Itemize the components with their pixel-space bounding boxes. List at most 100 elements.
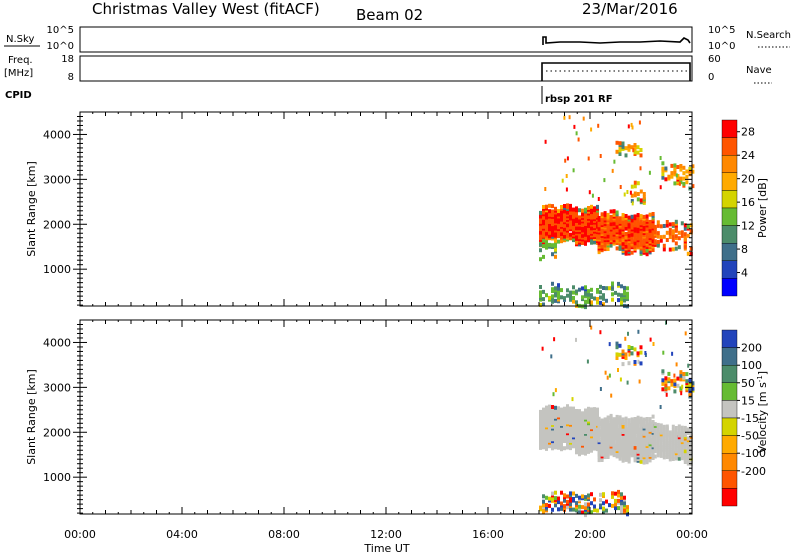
data-speckle — [648, 170, 651, 175]
colorbar-tick-label: 24 — [741, 149, 755, 162]
data-cell — [676, 165, 680, 169]
x-tick-label: 00:00 — [676, 528, 708, 541]
data-cell — [560, 407, 563, 412]
data-cell — [560, 205, 563, 209]
data-speckle — [566, 156, 569, 161]
data-cell — [686, 224, 690, 229]
data-cell — [674, 246, 678, 251]
data-cell — [627, 345, 631, 349]
date-label: 23/Mar/2016 — [582, 0, 678, 18]
data-cell — [621, 437, 625, 442]
data-speckle — [571, 397, 574, 402]
data-cell — [539, 285, 542, 289]
data-speckle — [610, 393, 613, 398]
data-cell — [615, 210, 619, 215]
data-cell — [662, 424, 666, 429]
data-cell — [673, 163, 677, 168]
data-cell — [560, 447, 563, 452]
data-cell — [677, 236, 681, 241]
data-cell — [597, 416, 601, 421]
data-cell — [661, 378, 665, 383]
data-cell — [602, 492, 605, 497]
data-cell — [620, 495, 623, 500]
colorbar-segment — [721, 435, 738, 454]
x-tick-label: 00:00 — [64, 528, 96, 541]
data-cell — [581, 241, 584, 245]
data-cell — [611, 503, 614, 508]
data-cell — [545, 240, 548, 245]
data-cell — [575, 211, 578, 216]
x-tick-label: 04:00 — [166, 528, 198, 541]
data-speckle — [631, 125, 634, 130]
data-cell — [581, 510, 584, 515]
data-cell — [572, 290, 575, 295]
data-cell — [578, 215, 581, 220]
data-cell — [587, 299, 590, 304]
nsearch-label: N.Search — [746, 30, 791, 41]
data-cell — [651, 454, 655, 459]
data-cell — [602, 506, 605, 511]
data-cell — [542, 205, 545, 209]
data-cell — [653, 230, 657, 235]
data-cell — [572, 299, 575, 304]
y-tick-label: 4000 — [43, 336, 71, 349]
data-cell — [642, 192, 646, 196]
data-cell — [642, 220, 646, 225]
data-cell — [685, 169, 689, 174]
data-cell — [670, 174, 674, 179]
data-cell — [609, 421, 613, 426]
data-cell — [554, 206, 557, 211]
data-cell — [624, 146, 628, 151]
data-cell — [584, 290, 587, 295]
data-cell — [593, 296, 596, 301]
data-cell — [557, 406, 560, 411]
data-cell — [548, 408, 551, 413]
data-cell — [560, 288, 563, 293]
data-cell — [605, 508, 608, 513]
data-cell — [606, 247, 610, 251]
data-cell — [685, 174, 689, 179]
data-cell — [680, 233, 684, 238]
colorbar-segment — [721, 242, 738, 261]
data-cell — [542, 254, 545, 259]
data-cell — [542, 407, 545, 412]
data-speckle — [553, 337, 556, 342]
data-cell — [569, 496, 572, 501]
colorbar-segment — [721, 417, 738, 436]
data-cell — [623, 285, 626, 290]
colorbar-segment — [721, 225, 738, 244]
data-cell — [575, 206, 578, 211]
data-cell — [615, 352, 619, 357]
data-cell — [566, 404, 569, 409]
data-cell — [569, 232, 572, 237]
data-cell — [545, 213, 548, 218]
data-cell — [651, 212, 655, 216]
data-cell — [606, 212, 610, 217]
data-cell — [554, 405, 557, 410]
data-cell — [615, 356, 619, 360]
x-tick-label: 12:00 — [370, 528, 402, 541]
y-tick-label: 3000 — [43, 173, 71, 186]
data-cell — [615, 414, 619, 419]
y-tick-label: 1000 — [43, 471, 71, 484]
data-speckle — [639, 166, 642, 171]
data-cell — [633, 184, 637, 189]
data-speckle — [626, 190, 629, 194]
data-cell — [590, 501, 593, 506]
colorbar-tick-label: 16 — [741, 196, 755, 209]
data-cell — [682, 171, 686, 176]
data-cell — [648, 417, 652, 422]
data-speckle — [608, 373, 611, 378]
data-cell — [599, 492, 602, 497]
data-cell — [688, 378, 692, 383]
data-cell — [569, 207, 572, 212]
data-cell — [636, 213, 640, 217]
data-cell — [682, 375, 686, 380]
data-cell — [602, 293, 605, 298]
data-cell — [551, 405, 554, 409]
data-cell — [563, 204, 566, 208]
data-cell — [683, 232, 687, 237]
data-cell — [670, 382, 674, 387]
data-cell — [620, 492, 623, 497]
colorbar-tick-label: 12 — [741, 220, 755, 233]
